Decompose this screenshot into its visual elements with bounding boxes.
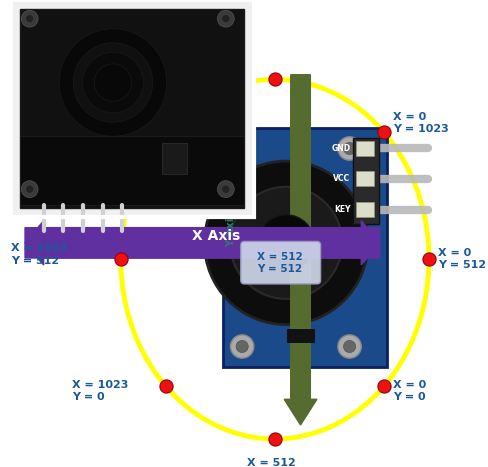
FancyBboxPatch shape (352, 138, 378, 224)
FancyArrow shape (25, 221, 379, 265)
Text: VCC: VCC (333, 174, 350, 184)
Circle shape (230, 137, 253, 160)
FancyBboxPatch shape (355, 141, 373, 156)
Text: X = 512
Y = 512: X = 512 Y = 512 (256, 252, 302, 274)
FancyBboxPatch shape (20, 9, 244, 208)
Circle shape (221, 185, 229, 193)
Circle shape (217, 10, 234, 27)
Text: X = 0
Y = 512: X = 0 Y = 512 (437, 248, 486, 270)
Circle shape (25, 14, 34, 23)
Circle shape (59, 29, 166, 136)
Circle shape (73, 43, 152, 122)
Text: X = 1023
Y = 0: X = 1023 Y = 0 (72, 380, 129, 402)
FancyBboxPatch shape (240, 241, 320, 284)
Circle shape (343, 142, 355, 155)
Text: X = 0
Y = 0: X = 0 Y = 0 (392, 380, 426, 402)
Text: Y Axis: Y Axis (226, 211, 236, 247)
Circle shape (230, 187, 342, 299)
Circle shape (82, 52, 143, 113)
Circle shape (221, 14, 229, 23)
Circle shape (343, 340, 355, 353)
Point (117, 255, 124, 263)
Point (379, 382, 387, 390)
FancyBboxPatch shape (11, 0, 253, 217)
Point (162, 382, 169, 390)
FancyBboxPatch shape (286, 329, 314, 343)
Point (379, 128, 387, 136)
FancyArrow shape (284, 75, 316, 425)
Circle shape (21, 10, 38, 27)
Circle shape (217, 181, 234, 198)
Circle shape (258, 215, 313, 271)
FancyBboxPatch shape (355, 202, 373, 217)
FancyBboxPatch shape (20, 136, 244, 205)
Text: X = 1023
Y = 512: X = 1023 Y = 512 (11, 243, 67, 266)
Circle shape (337, 137, 361, 160)
Circle shape (25, 185, 34, 193)
FancyArrow shape (25, 221, 379, 265)
Text: X = 512
Y = 0: X = 512 Y = 0 (246, 458, 295, 467)
Point (270, 435, 278, 443)
Circle shape (21, 181, 38, 198)
Text: KEY: KEY (333, 205, 350, 214)
FancyBboxPatch shape (223, 128, 386, 367)
Circle shape (236, 340, 248, 353)
Circle shape (94, 64, 131, 101)
Circle shape (236, 142, 248, 155)
FancyBboxPatch shape (355, 171, 373, 186)
Text: GND: GND (331, 143, 350, 153)
Point (424, 255, 432, 263)
Text: X Axis: X Axis (192, 229, 240, 243)
Text: X = 0
Y = 1023: X = 0 Y = 1023 (392, 112, 448, 134)
Point (270, 76, 278, 83)
Circle shape (204, 161, 367, 325)
Circle shape (230, 335, 253, 358)
Text: 12
023: 12 023 (130, 52, 153, 75)
FancyBboxPatch shape (161, 143, 187, 174)
Circle shape (337, 335, 361, 358)
